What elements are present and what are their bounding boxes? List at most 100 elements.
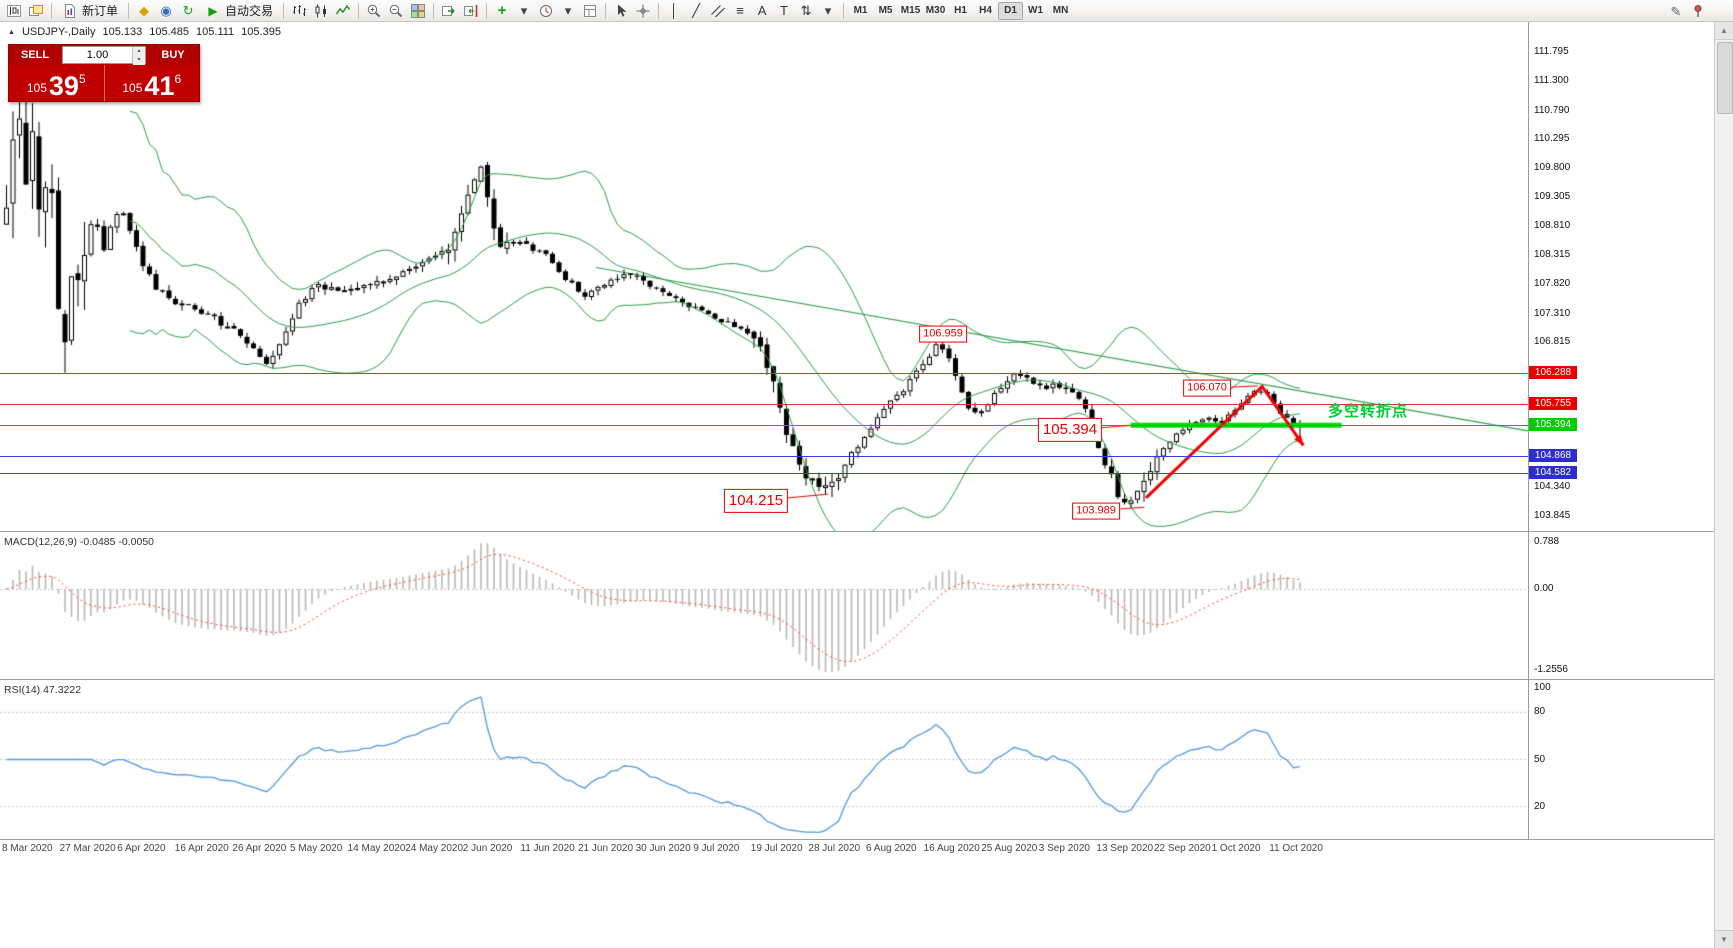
hline-104.868[interactable] xyxy=(0,456,1528,457)
date-axis-label: 5 May 2020 xyxy=(290,843,343,854)
price-callout-104.215[interactable]: 104.215 xyxy=(723,488,789,514)
arrows-icon[interactable]: ⇅ xyxy=(800,3,812,18)
line-chart-icon[interactable] xyxy=(332,1,354,21)
price-axis-label: 111.795 xyxy=(1534,46,1569,57)
label-icon[interactable]: T xyxy=(780,3,788,18)
macd-panel-separator[interactable] xyxy=(0,531,1714,532)
auto-scroll-icon[interactable] xyxy=(438,1,460,21)
timeframe-m15-button[interactable]: M15 xyxy=(898,2,923,20)
price-axis-label: 104.340 xyxy=(1534,481,1571,492)
toolbar-separator xyxy=(51,2,52,19)
vertical-line-icon[interactable]: │ xyxy=(669,3,679,18)
buy-price-prefix: 105 xyxy=(122,81,143,95)
scroll-up-icon[interactable]: ▲ xyxy=(1715,22,1733,40)
autotrade-button[interactable]: ▶ 自动交易 xyxy=(199,1,279,21)
autotrade-icon: ▶ xyxy=(208,3,218,18)
timeframe-h4-button[interactable]: H4 xyxy=(973,2,998,20)
one-click-trading-panel[interactable]: SELL ▴ ▾ BUY 105 39 5 105 41 6 xyxy=(8,44,200,102)
profiles-icon[interactable] xyxy=(25,1,47,21)
price-axis[interactable]: 111.795 111.300 110.790 110.295 109.800 109.3… xyxy=(1529,22,1714,839)
market-watch-icon[interactable]: ◉ xyxy=(160,3,172,18)
vertical-scrollbar[interactable]: ▲ ▼ xyxy=(1714,22,1733,948)
volume-input[interactable] xyxy=(63,47,132,63)
crosshair-icon[interactable] xyxy=(632,1,654,21)
sell-button[interactable]: SELL xyxy=(9,45,61,65)
date-axis-label: 8 Mar 2020 xyxy=(2,843,53,854)
timeframe-m30-button[interactable]: M30 xyxy=(923,2,948,20)
price-axis-label: 109.305 xyxy=(1534,191,1571,202)
buy-button[interactable]: BUY xyxy=(147,45,199,65)
new-order-icon xyxy=(62,3,78,19)
price-callout-106.959[interactable]: 106.959 xyxy=(919,325,967,343)
date-axis-label: 28 Jul 2020 xyxy=(808,843,861,854)
date-axis-label: 16 Apr 2020 xyxy=(174,843,229,854)
sell-price[interactable]: 105 39 5 xyxy=(9,65,104,101)
chart-low-value: 105.111 xyxy=(196,26,235,38)
price-badge-105.755: 105.755 xyxy=(1529,397,1577,410)
periods-dropdown-icon[interactable]: ▾ xyxy=(564,3,572,18)
new-chart-icon[interactable] xyxy=(3,1,25,21)
autotrade-button-label: 自动交易 xyxy=(225,4,274,18)
templates-icon[interactable] xyxy=(579,1,601,21)
arrows-dropdown-icon[interactable]: ▾ xyxy=(824,3,832,18)
price-callout-106.070[interactable]: 106.070 xyxy=(1183,379,1231,397)
pin-icon[interactable] xyxy=(1687,1,1709,21)
zoom-in-icon[interactable] xyxy=(363,1,385,21)
volume-down-icon[interactable]: ▾ xyxy=(133,56,145,65)
macd-axis-label: 0.788 xyxy=(1534,536,1560,547)
timeframe-h1-button[interactable]: H1 xyxy=(948,2,973,20)
cursor-icon[interactable] xyxy=(610,1,632,21)
turning-point-annotation[interactable]: 多空转折点 xyxy=(1328,403,1409,420)
edit-icon[interactable]: ✎ xyxy=(1670,3,1682,19)
bar-chart-icon[interactable] xyxy=(288,1,310,21)
timeframe-mn-button[interactable]: MN xyxy=(1048,2,1073,20)
price-axis-label: 108.315 xyxy=(1534,249,1571,260)
toolbar-separator xyxy=(843,2,845,19)
channel-icon[interactable] xyxy=(707,1,729,21)
volume-spinner[interactable]: ▴ ▾ xyxy=(132,47,145,65)
new-order-button[interactable]: 新订单 xyxy=(56,1,124,21)
hline-105.755[interactable] xyxy=(0,404,1528,405)
timeframe-w1-button[interactable]: W1 xyxy=(1023,2,1048,20)
chart-shift-icon[interactable] xyxy=(460,1,482,21)
volume-up-icon[interactable]: ▴ xyxy=(133,47,145,56)
price-axis-label: 110.790 xyxy=(1534,105,1570,116)
price-callout-103.989[interactable]: 103.989 xyxy=(1072,502,1120,520)
date-axis-label: 13 Sep 2020 xyxy=(1096,843,1154,854)
date-axis[interactable]: 8 Mar 2020 27 Mar 2020 6 Apr 2020 16 Apr 20… xyxy=(0,840,1714,858)
fibonacci-icon[interactable]: ≡ xyxy=(736,3,744,18)
zoom-out-icon[interactable] xyxy=(385,1,407,21)
timeframe-d1-button[interactable]: D1 xyxy=(998,1,1024,20)
periods-icon[interactable] xyxy=(535,1,557,21)
rsi-panel-separator[interactable] xyxy=(0,679,1714,680)
hline-104.582[interactable] xyxy=(0,473,1528,474)
macd-axis-label: 0.00 xyxy=(1534,583,1554,594)
one-click-toggle-icon[interactable]: ▲ xyxy=(8,28,15,36)
chart-grid-icon[interactable] xyxy=(407,1,429,21)
date-axis-label: 30 Jun 2020 xyxy=(635,843,691,854)
price-axis-label: 111.300 xyxy=(1534,75,1569,86)
price-callout-105.394[interactable]: 105.394 xyxy=(1037,417,1103,443)
refresh-icon[interactable]: ↻ xyxy=(182,3,194,18)
candlestick-chart-icon[interactable] xyxy=(310,1,332,21)
volume-stepper[interactable]: ▴ ▾ xyxy=(62,46,146,65)
price-axis-label: 110.295 xyxy=(1534,133,1570,144)
indicators-icon[interactable]: + xyxy=(497,2,507,19)
scroll-down-icon[interactable]: ▼ xyxy=(1715,930,1733,948)
text-icon[interactable]: A xyxy=(757,3,767,18)
price-badge-104.868: 104.868 xyxy=(1529,449,1577,462)
new-order-button-label: 新订单 xyxy=(82,4,119,18)
hline-106.288[interactable] xyxy=(0,373,1528,374)
hline-105.394[interactable] xyxy=(0,425,1528,426)
trendline-icon[interactable]: ╱ xyxy=(692,3,700,18)
metaeditor-icon[interactable]: ◆ xyxy=(139,3,150,18)
date-axis-label: 19 Jul 2020 xyxy=(750,843,803,854)
scrollbar-thumb[interactable] xyxy=(1717,42,1733,114)
chart-title-line: ▲ USDJPY-,Daily 105.133 105.485 105.111 … xyxy=(8,26,281,38)
timeframe-m1-button[interactable]: M1 xyxy=(848,2,873,20)
timeframe-m5-button[interactable]: M5 xyxy=(873,2,898,20)
indicators-dropdown-icon[interactable]: ▾ xyxy=(520,3,528,18)
buy-price[interactable]: 105 41 6 xyxy=(105,65,200,101)
price-badge-105.394: 105.394 xyxy=(1529,418,1577,431)
